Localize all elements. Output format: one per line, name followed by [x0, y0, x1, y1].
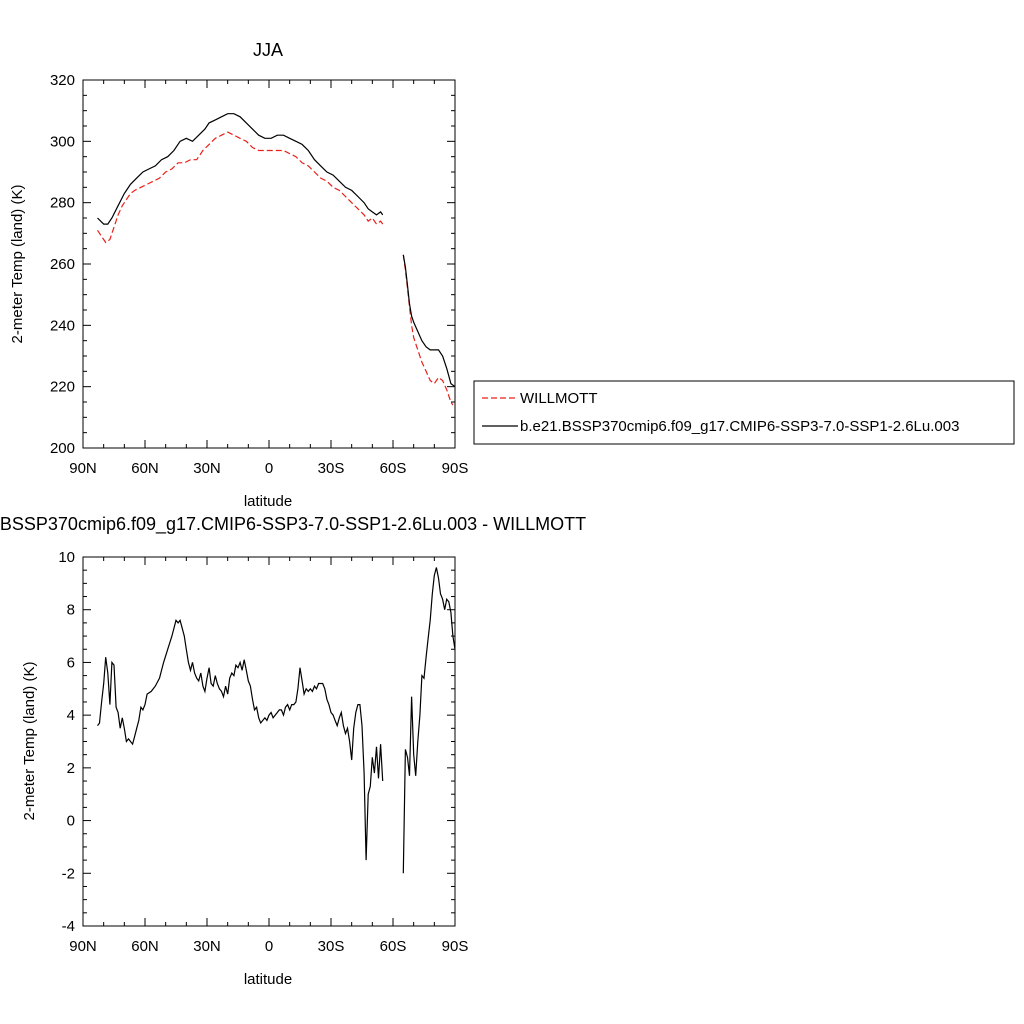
top-x-tick-label: 60N: [131, 460, 159, 477]
bottom-panel: b.e21.BSSP370cmip6.f09_g17.CMIP6-SSP3-7.…: [0, 514, 586, 988]
top-y-tick-label: 260: [50, 256, 75, 273]
top-x-tick-label: 60S: [380, 460, 407, 477]
top-y-tick-label: 300: [50, 133, 75, 150]
top-plot-frame: [82, 79, 456, 449]
top-x-axis-label: latitude: [244, 493, 292, 510]
bottom-x-tick-label: 30N: [193, 938, 221, 955]
top-y-tick-label: 280: [50, 195, 75, 212]
top-y-tick-label: 200: [50, 440, 75, 457]
bottom-plot-frame: [82, 556, 456, 927]
top-x-tick-label: 30N: [193, 460, 221, 477]
bottom-x-tick-label: 0: [265, 938, 273, 955]
top-series-1-segment-0: [97, 113, 384, 225]
top-chart-title: JJA: [253, 40, 283, 60]
top-y-tick-label: 320: [50, 72, 75, 89]
bottom-x-axis-label: latitude: [244, 971, 292, 988]
top-series-1-segment-1: [402, 254, 456, 388]
bottom-x-tick-label: 60N: [131, 938, 159, 955]
bottom-series-0-segment-0: [97, 618, 384, 861]
bottom-y-tick-label: -4: [62, 918, 75, 935]
top-x-tick-label: 0: [265, 460, 273, 477]
bottom-y-axis-label: 2-meter Temp (land) (K): [21, 662, 38, 821]
bottom-series-0-segment-1: [402, 567, 456, 874]
legend-label-willmott: WILLMOTT: [520, 390, 598, 407]
bottom-x-tick-label: 60S: [380, 938, 407, 955]
bottom-chart-title: b.e21.BSSP370cmip6.f09_g17.CMIP6-SSP3-7.…: [0, 514, 586, 535]
bottom-y-tick-label: 4: [67, 707, 75, 724]
top-series-0-segment-0: [97, 131, 384, 244]
top-y-tick-label: 240: [50, 317, 75, 334]
bottom-y-tick-label: -2: [62, 865, 75, 882]
top-panel: JJA 90N 60N 30N 0 30S 60S 90S 200 220 240 260 280 30…: [9, 40, 468, 510]
top-series-0-segment-1: [402, 254, 454, 406]
legend-box: [473, 380, 1015, 445]
top-x-tick-label: 90S: [442, 460, 469, 477]
bottom-y-tick-label: 10: [58, 549, 75, 566]
bottom-y-tick-label: 0: [67, 813, 75, 830]
top-y-axis-label: 2-meter Temp (land) (K): [9, 185, 26, 344]
bottom-y-tick-label: 2: [67, 760, 75, 777]
bottom-x-tick-label: 90S: [442, 938, 469, 955]
bottom-x-tick-label: 90N: [69, 938, 97, 955]
top-x-tick-label: 90N: [69, 460, 97, 477]
bottom-y-tick-label: 6: [67, 654, 75, 671]
legend-label-model: b.e21.BSSP370cmip6.f09_g17.CMIP6-SSP3-7.…: [520, 418, 959, 435]
bottom-y-tick-label: 8: [67, 602, 75, 619]
top-x-tick-label: 30S: [318, 460, 345, 477]
bottom-x-tick-label: 30S: [318, 938, 345, 955]
top-y-tick-label: 220: [50, 379, 75, 396]
legend: WILLMOTT b.e21.BSSP370cmip6.f09_g17.CMIP…: [473, 380, 1015, 445]
